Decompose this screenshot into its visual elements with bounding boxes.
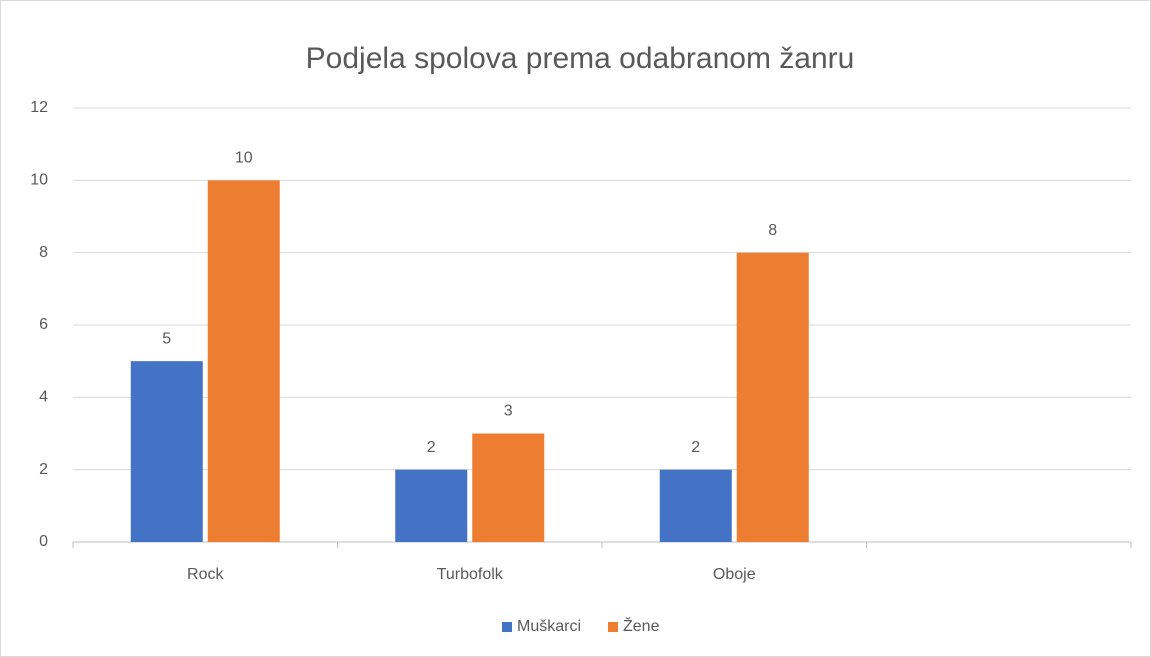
bar [130, 361, 203, 542]
legend-label: Žene [623, 616, 660, 635]
y-tick-label: 10 [30, 172, 48, 189]
bar [207, 180, 280, 543]
chart-title: Podjela spolova prema odabranom žanru [306, 42, 855, 75]
y-tick-label: 0 [39, 533, 48, 550]
legend-label: Muškarci [517, 618, 581, 635]
bar [395, 469, 468, 542]
bar [472, 433, 545, 542]
data-label: 10 [235, 150, 253, 167]
legend-swatch [608, 622, 618, 632]
x-tick-label: Turbofolk [437, 566, 504, 583]
data-label: 2 [427, 439, 436, 456]
y-tick-label: 6 [39, 316, 48, 333]
legend-swatch [502, 622, 512, 632]
data-label: 2 [691, 439, 700, 456]
y-tick-label: 12 [30, 99, 48, 116]
bar [736, 252, 809, 542]
y-tick-label: 2 [39, 461, 48, 478]
x-tick-label: Rock [187, 566, 224, 583]
y-tick-label: 4 [39, 389, 48, 406]
x-tick-label: Oboje [713, 566, 756, 583]
data-label: 3 [504, 403, 513, 420]
data-label: 8 [768, 222, 777, 239]
y-tick-label: 8 [39, 244, 48, 261]
bar [659, 469, 732, 542]
data-label: 5 [162, 330, 171, 347]
